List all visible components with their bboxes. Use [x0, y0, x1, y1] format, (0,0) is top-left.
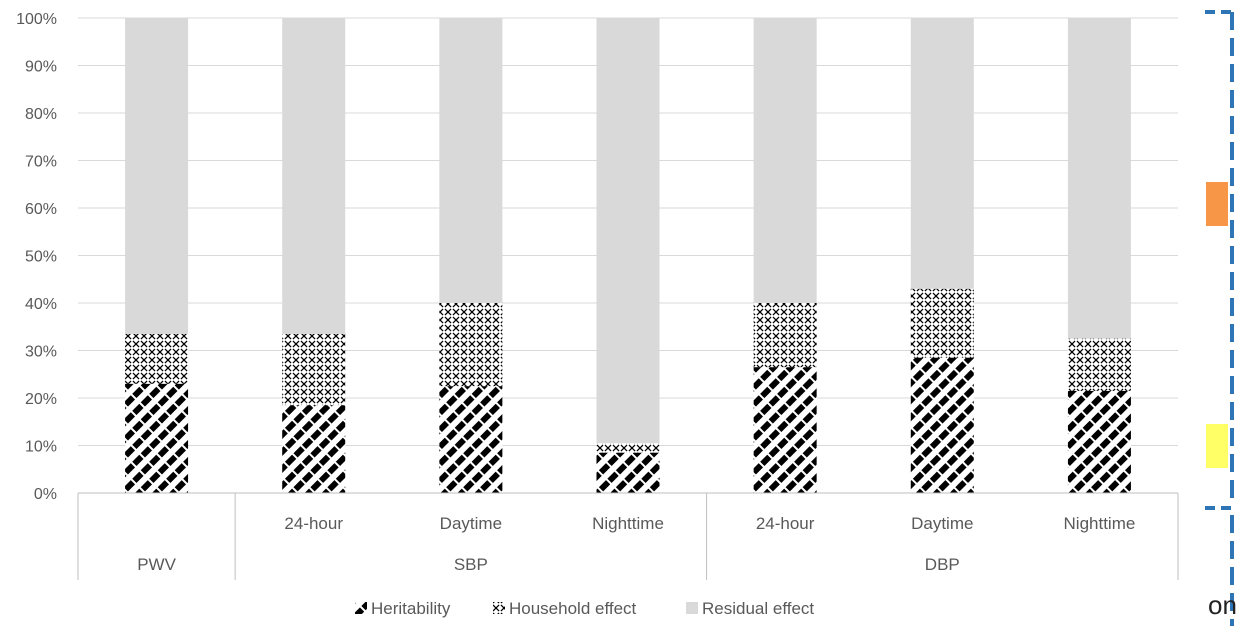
- bar-heritability: [753, 367, 817, 493]
- legend-label: Household effect: [509, 599, 637, 618]
- bar-heritability: [1067, 390, 1131, 493]
- x-axis: PWV SBP DBP 24-hour Daytime Nighttime 24-hour D…: [77, 492, 1179, 580]
- bar-household-effect: [596, 443, 660, 453]
- y-tick-label: 20%: [25, 391, 57, 408]
- legend-swatch: [686, 602, 698, 614]
- bar-heritability: [910, 357, 974, 493]
- bar-heritability: [282, 405, 346, 493]
- x-tick-label: 24-hour: [284, 514, 343, 533]
- y-tick-label: 100%: [16, 11, 57, 28]
- group-label: PWV: [137, 555, 176, 574]
- bar-household-effect: [125, 333, 189, 384]
- x-tick-label: 24-hour: [756, 514, 815, 533]
- y-tick-label: 90%: [25, 59, 57, 76]
- y-tick-label: 40%: [25, 296, 57, 313]
- legend-swatch: [355, 602, 367, 614]
- legend-swatch: [493, 602, 505, 614]
- bar-residual-effect: [910, 18, 974, 289]
- legend: Heritability Household effect Residual eff…: [355, 599, 814, 618]
- bar-household-effect: [439, 303, 503, 387]
- y-tick-label: 60%: [25, 201, 57, 218]
- y-tick-label: 10%: [25, 439, 57, 456]
- x-tick-label: Daytime: [911, 514, 973, 533]
- edge-yellow-block: [1206, 424, 1228, 468]
- y-tick-label: 70%: [25, 154, 57, 171]
- legend-label: Residual effect: [702, 599, 814, 618]
- bar-household-effect: [1067, 338, 1131, 391]
- bar-heritability: [596, 452, 660, 493]
- bar-residual-effect: [282, 18, 346, 334]
- legend-label: Heritability: [371, 599, 451, 618]
- y-tick-label: 50%: [25, 249, 57, 266]
- bars: [125, 18, 1131, 493]
- bar-household-effect: [910, 288, 974, 358]
- y-tick-label: 0%: [34, 486, 57, 503]
- bar-household-effect: [753, 303, 817, 368]
- right-edge-decoration: [1205, 10, 1236, 626]
- group-label: SBP: [454, 555, 488, 574]
- bar-heritability: [125, 383, 189, 493]
- bar-residual-effect: [753, 18, 817, 303]
- bar-residual-effect: [596, 18, 660, 444]
- x-tick-label: Nighttime: [1064, 514, 1136, 533]
- x-tick-label: Nighttime: [592, 514, 664, 533]
- bar-residual-effect: [1067, 18, 1131, 339]
- x-tick-label: Daytime: [440, 514, 502, 533]
- edge-orange-block: [1206, 182, 1228, 226]
- y-tick-label: 30%: [25, 344, 57, 361]
- bar-residual-effect: [125, 18, 189, 334]
- y-tick-label: 80%: [25, 106, 57, 123]
- group-label: DBP: [925, 555, 960, 574]
- bar-residual-effect: [439, 18, 503, 303]
- bar-heritability: [439, 386, 503, 493]
- bar-household-effect: [282, 333, 346, 406]
- edge-text: on: [1208, 590, 1236, 620]
- y-axis: 0% 10% 20% 30% 40% 50% 60% 70% 80% 90% 100%: [16, 11, 57, 503]
